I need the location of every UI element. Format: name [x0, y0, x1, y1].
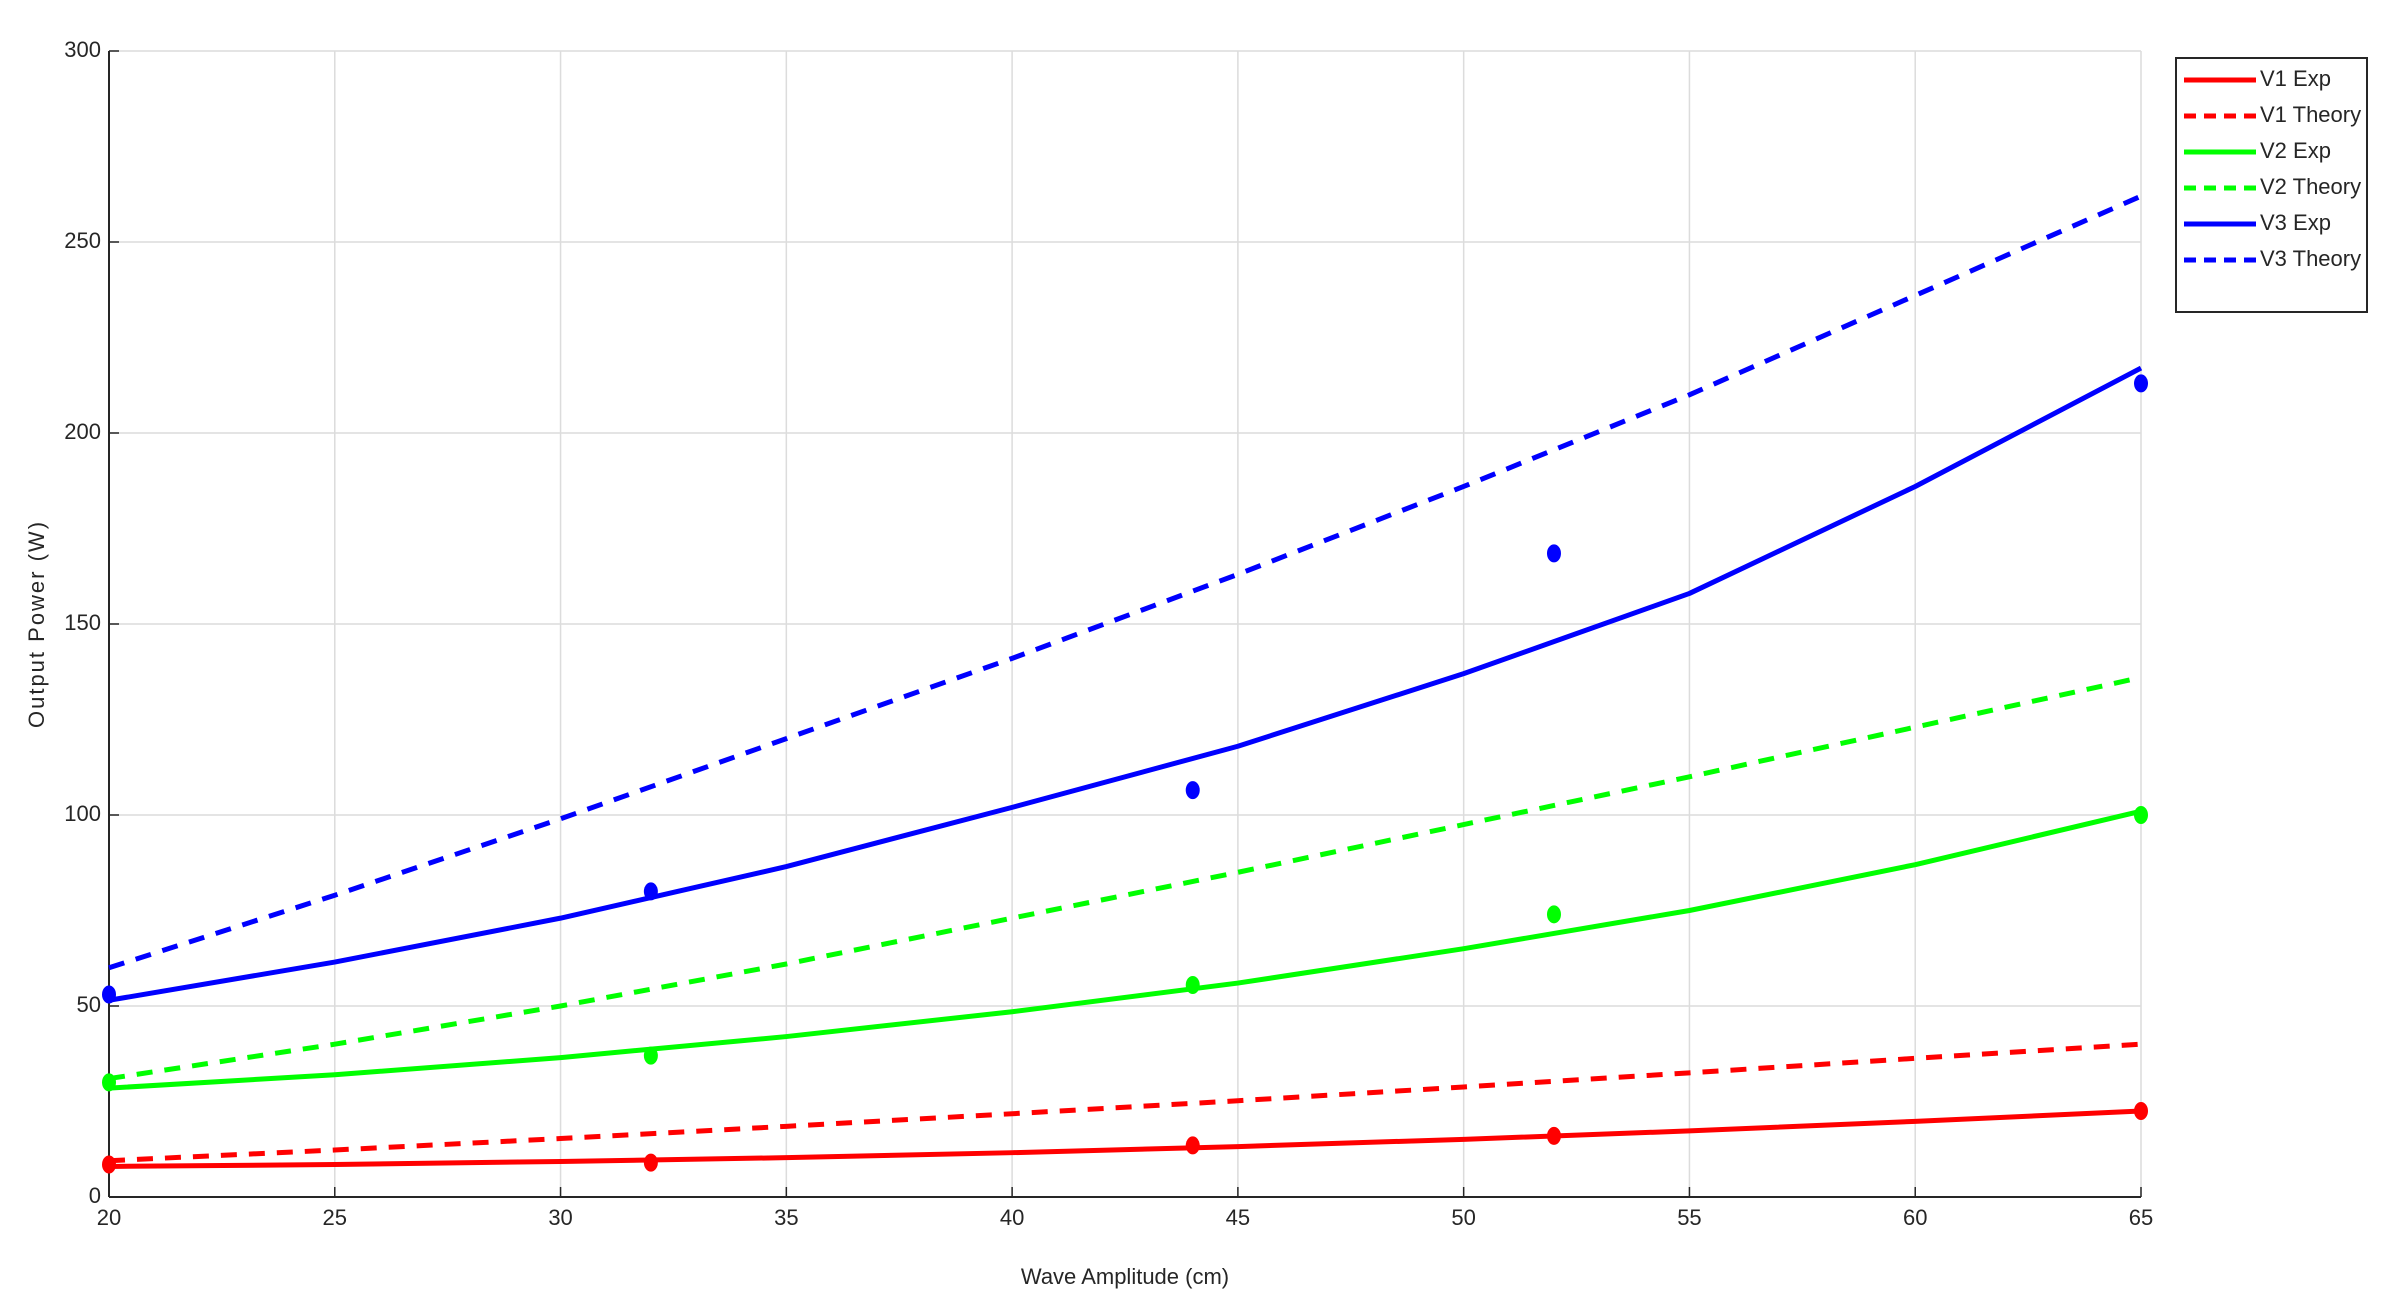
x-axis-label: Wave Amplitude (cm): [1021, 1264, 1229, 1289]
legend-label: V2 Theory: [2260, 174, 2361, 199]
legend-label: V3 Exp: [2260, 210, 2331, 235]
legend-label: V1 Theory: [2260, 102, 2361, 127]
x-tick-label: 50: [1451, 1205, 1475, 1230]
data-point: [643, 1046, 658, 1065]
data-point: [1185, 781, 1200, 800]
series-line: [108, 675, 2142, 1082]
legend-label: V2 Exp: [2260, 138, 2331, 163]
data-point: [1185, 1136, 1200, 1155]
x-tick-label: 45: [1226, 1205, 1250, 1230]
x-tick-label: 25: [323, 1205, 347, 1230]
data-point: [2134, 1102, 2148, 1121]
data-point: [1185, 975, 1200, 994]
data-point: [1546, 1126, 1561, 1145]
data-point: [102, 1073, 116, 1092]
x-tick-label: 35: [774, 1205, 798, 1230]
legend-label: V3 Theory: [2260, 246, 2361, 271]
data-point: [1546, 544, 1561, 563]
series-line: [108, 1108, 2142, 1169]
x-tick-label: 55: [1677, 1205, 1701, 1230]
data-point: [643, 882, 658, 901]
x-tick-label: 60: [1903, 1205, 1927, 1230]
legend-box: [2175, 57, 2368, 313]
data-point: [1546, 905, 1561, 924]
y-tick-label: 0: [89, 1183, 101, 1208]
y-tick-label: 300: [64, 37, 101, 62]
y-tick-label: 250: [64, 228, 101, 253]
series-line: [108, 1041, 2142, 1164]
data-point: [102, 1155, 116, 1174]
y-axis-label: Output Power (W): [24, 520, 49, 728]
data-point: [102, 985, 116, 1004]
data-point: [2134, 374, 2148, 393]
data-point: [643, 1153, 658, 1172]
x-tick-label: 20: [97, 1205, 121, 1230]
y-tick-label: 200: [64, 419, 101, 444]
x-tick-label: 40: [1000, 1205, 1024, 1230]
data-point: [2134, 806, 2148, 824]
series-line: [108, 193, 2143, 971]
y-tick-label: 100: [64, 801, 101, 826]
series-line: [108, 808, 2142, 1091]
x-tick-label: 65: [2129, 1205, 2153, 1230]
series-line: [108, 365, 2143, 1003]
y-tick-label: 150: [64, 610, 101, 635]
x-tick-label: 30: [548, 1205, 572, 1230]
legend-label: V1 Exp: [2260, 66, 2331, 91]
y-tick-label: 50: [77, 992, 101, 1017]
